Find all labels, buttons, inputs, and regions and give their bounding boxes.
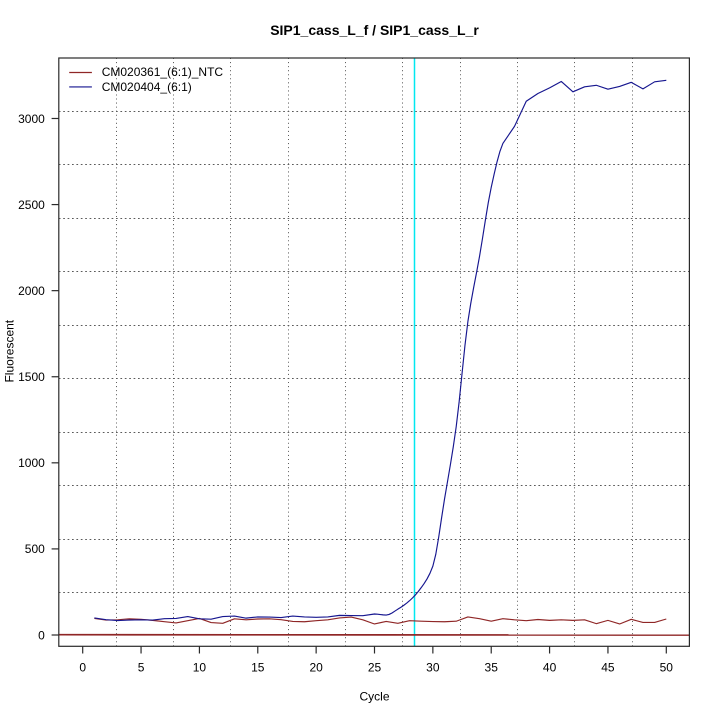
svg-text:SIP1_cass_L_f / SIP1_cass_L_r: SIP1_cass_L_f / SIP1_cass_L_r	[270, 22, 479, 38]
svg-text:3000: 3000	[18, 112, 45, 126]
svg-text:500: 500	[25, 542, 45, 556]
svg-text:30: 30	[426, 661, 440, 675]
svg-text:0: 0	[79, 661, 86, 675]
svg-text:1000: 1000	[18, 456, 45, 470]
svg-text:5: 5	[138, 661, 145, 675]
svg-text:50: 50	[660, 661, 674, 675]
svg-text:0: 0	[38, 628, 45, 642]
svg-text:10: 10	[193, 661, 207, 675]
svg-text:45: 45	[601, 661, 615, 675]
svg-text:2500: 2500	[18, 198, 45, 212]
svg-text:1500: 1500	[18, 370, 45, 384]
svg-text:Fluorescent: Fluorescent	[3, 319, 17, 382]
svg-text:15: 15	[251, 661, 265, 675]
svg-text:20: 20	[309, 661, 323, 675]
svg-text:CM020404_(6:1): CM020404_(6:1)	[102, 80, 192, 94]
svg-text:2000: 2000	[18, 284, 45, 298]
svg-text:40: 40	[543, 661, 557, 675]
svg-text:35: 35	[485, 661, 499, 675]
svg-text:CM020361_(6:1)_NTC: CM020361_(6:1)_NTC	[102, 65, 224, 79]
svg-text:Cycle: Cycle	[359, 689, 389, 703]
svg-text:25: 25	[368, 661, 382, 675]
